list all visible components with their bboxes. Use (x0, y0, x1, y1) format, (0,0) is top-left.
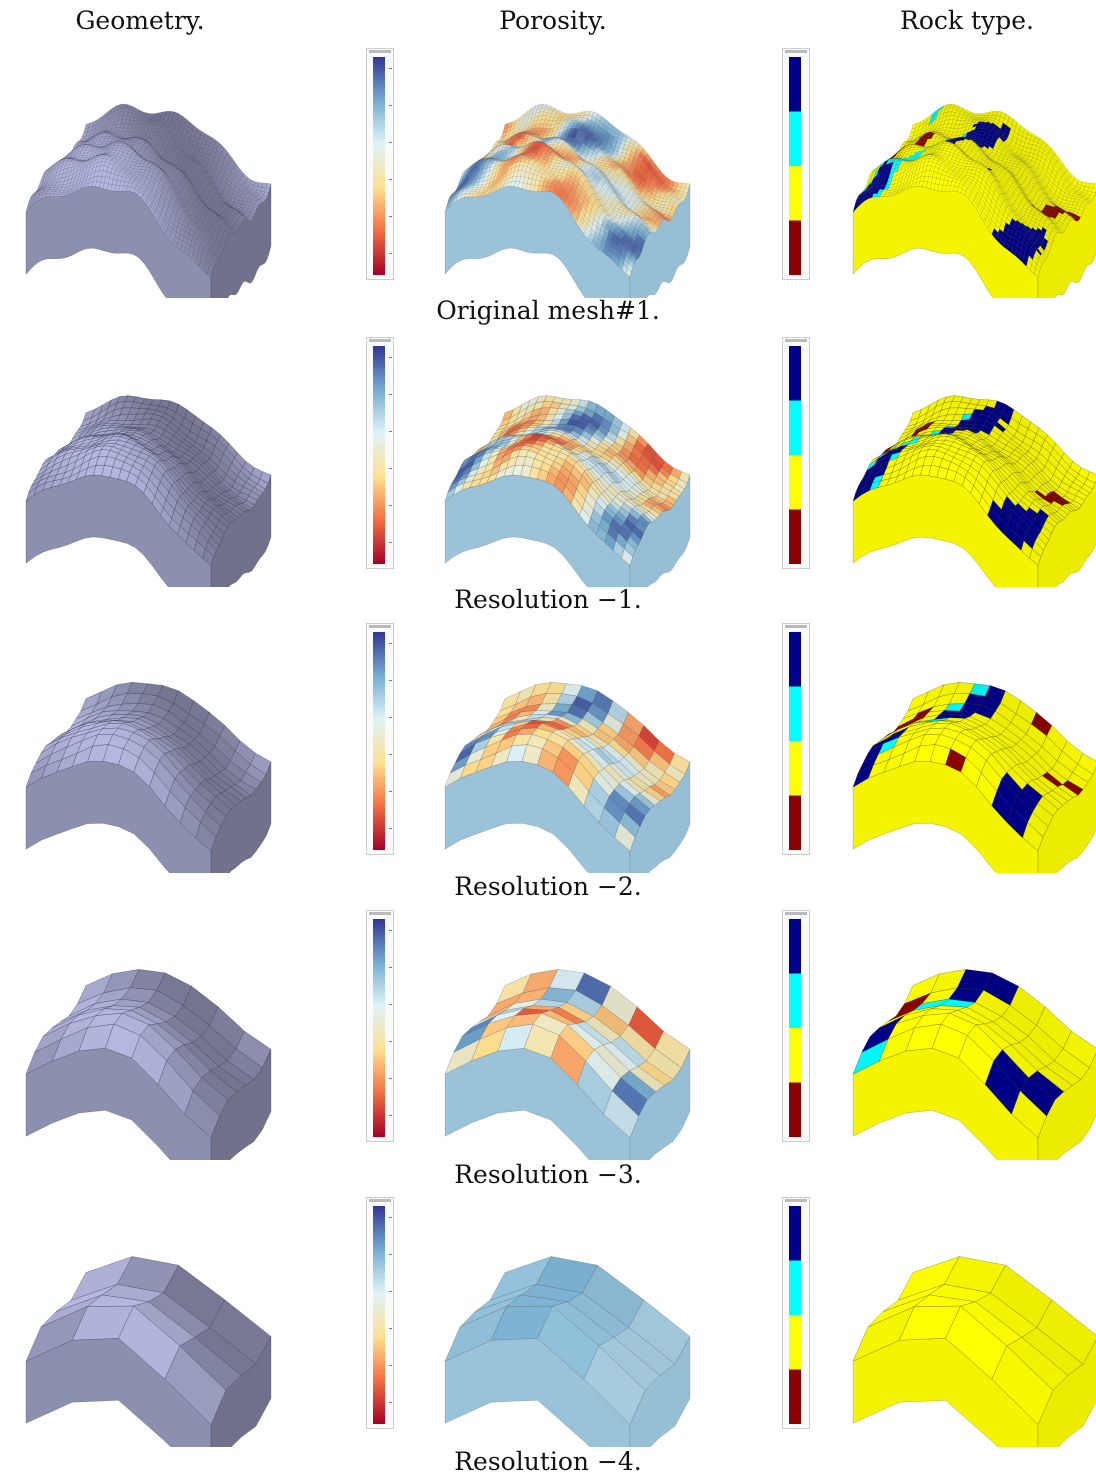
row-caption: Resolution −1. (454, 585, 642, 614)
figure-row (0, 337, 1096, 587)
row-caption: Resolution −4. (454, 1447, 642, 1476)
column-header-porosity: Porosity. (499, 6, 607, 35)
geometry-mesh-render (25, 681, 272, 873)
rock-type-colorbar (782, 48, 810, 280)
rock-type-mesh-render (852, 103, 1096, 298)
rock-type-mesh-render (852, 969, 1096, 1160)
geometry-mesh-render (25, 103, 272, 298)
figure-row (0, 910, 1096, 1160)
geometry-mesh-render (25, 969, 272, 1160)
porosity-colorbar (366, 623, 394, 855)
porosity-mesh-render (444, 681, 691, 873)
row-caption: Resolution −3. (454, 1160, 642, 1189)
rock-type-colorbar (782, 337, 810, 569)
row-caption: Resolution −2. (454, 872, 642, 901)
rock-type-mesh-render (852, 681, 1096, 873)
porosity-colorbar (366, 337, 394, 569)
porosity-colorbar (366, 1197, 394, 1429)
figure-row (0, 1197, 1096, 1447)
rock-type-mesh-render (852, 1256, 1096, 1447)
column-header-geometry: Geometry. (75, 6, 205, 35)
geometry-mesh-render (25, 1256, 272, 1447)
geometry-mesh-render (25, 395, 272, 587)
porosity-mesh-render (444, 1256, 691, 1447)
rock-type-colorbar (782, 623, 810, 855)
column-header-rock-type: Rock type. (900, 6, 1034, 35)
porosity-mesh-render (444, 395, 691, 587)
rock-type-colorbar (782, 1197, 810, 1429)
figure-row (0, 48, 1096, 298)
rock-type-mesh-render (852, 395, 1096, 587)
porosity-colorbar (366, 48, 394, 280)
porosity-mesh-render (444, 103, 691, 298)
porosity-mesh-render (444, 969, 691, 1160)
row-caption: Original mesh#1. (436, 296, 660, 325)
figure-row (0, 623, 1096, 873)
rock-type-colorbar (782, 910, 810, 1142)
porosity-colorbar (366, 910, 394, 1142)
